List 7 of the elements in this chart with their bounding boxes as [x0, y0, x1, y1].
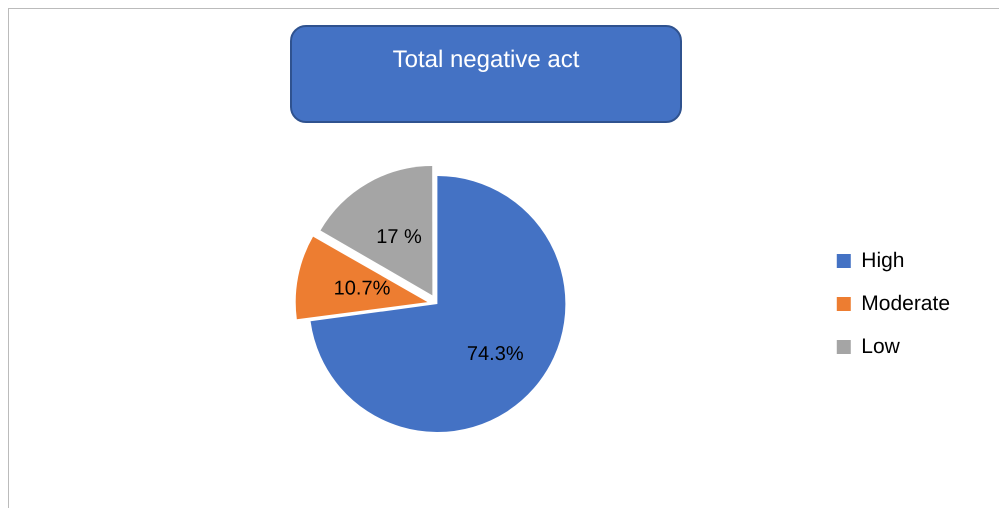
data-label: 74.3%: [466, 343, 524, 366]
legend-label: Low: [861, 334, 901, 358]
chart-title: Total negative act: [290, 25, 682, 123]
data-label: 10.7%: [334, 278, 391, 300]
data-label: 17 %: [376, 226, 422, 248]
legend-label: High: [861, 248, 904, 272]
legend-label: Moderate: [861, 292, 950, 315]
